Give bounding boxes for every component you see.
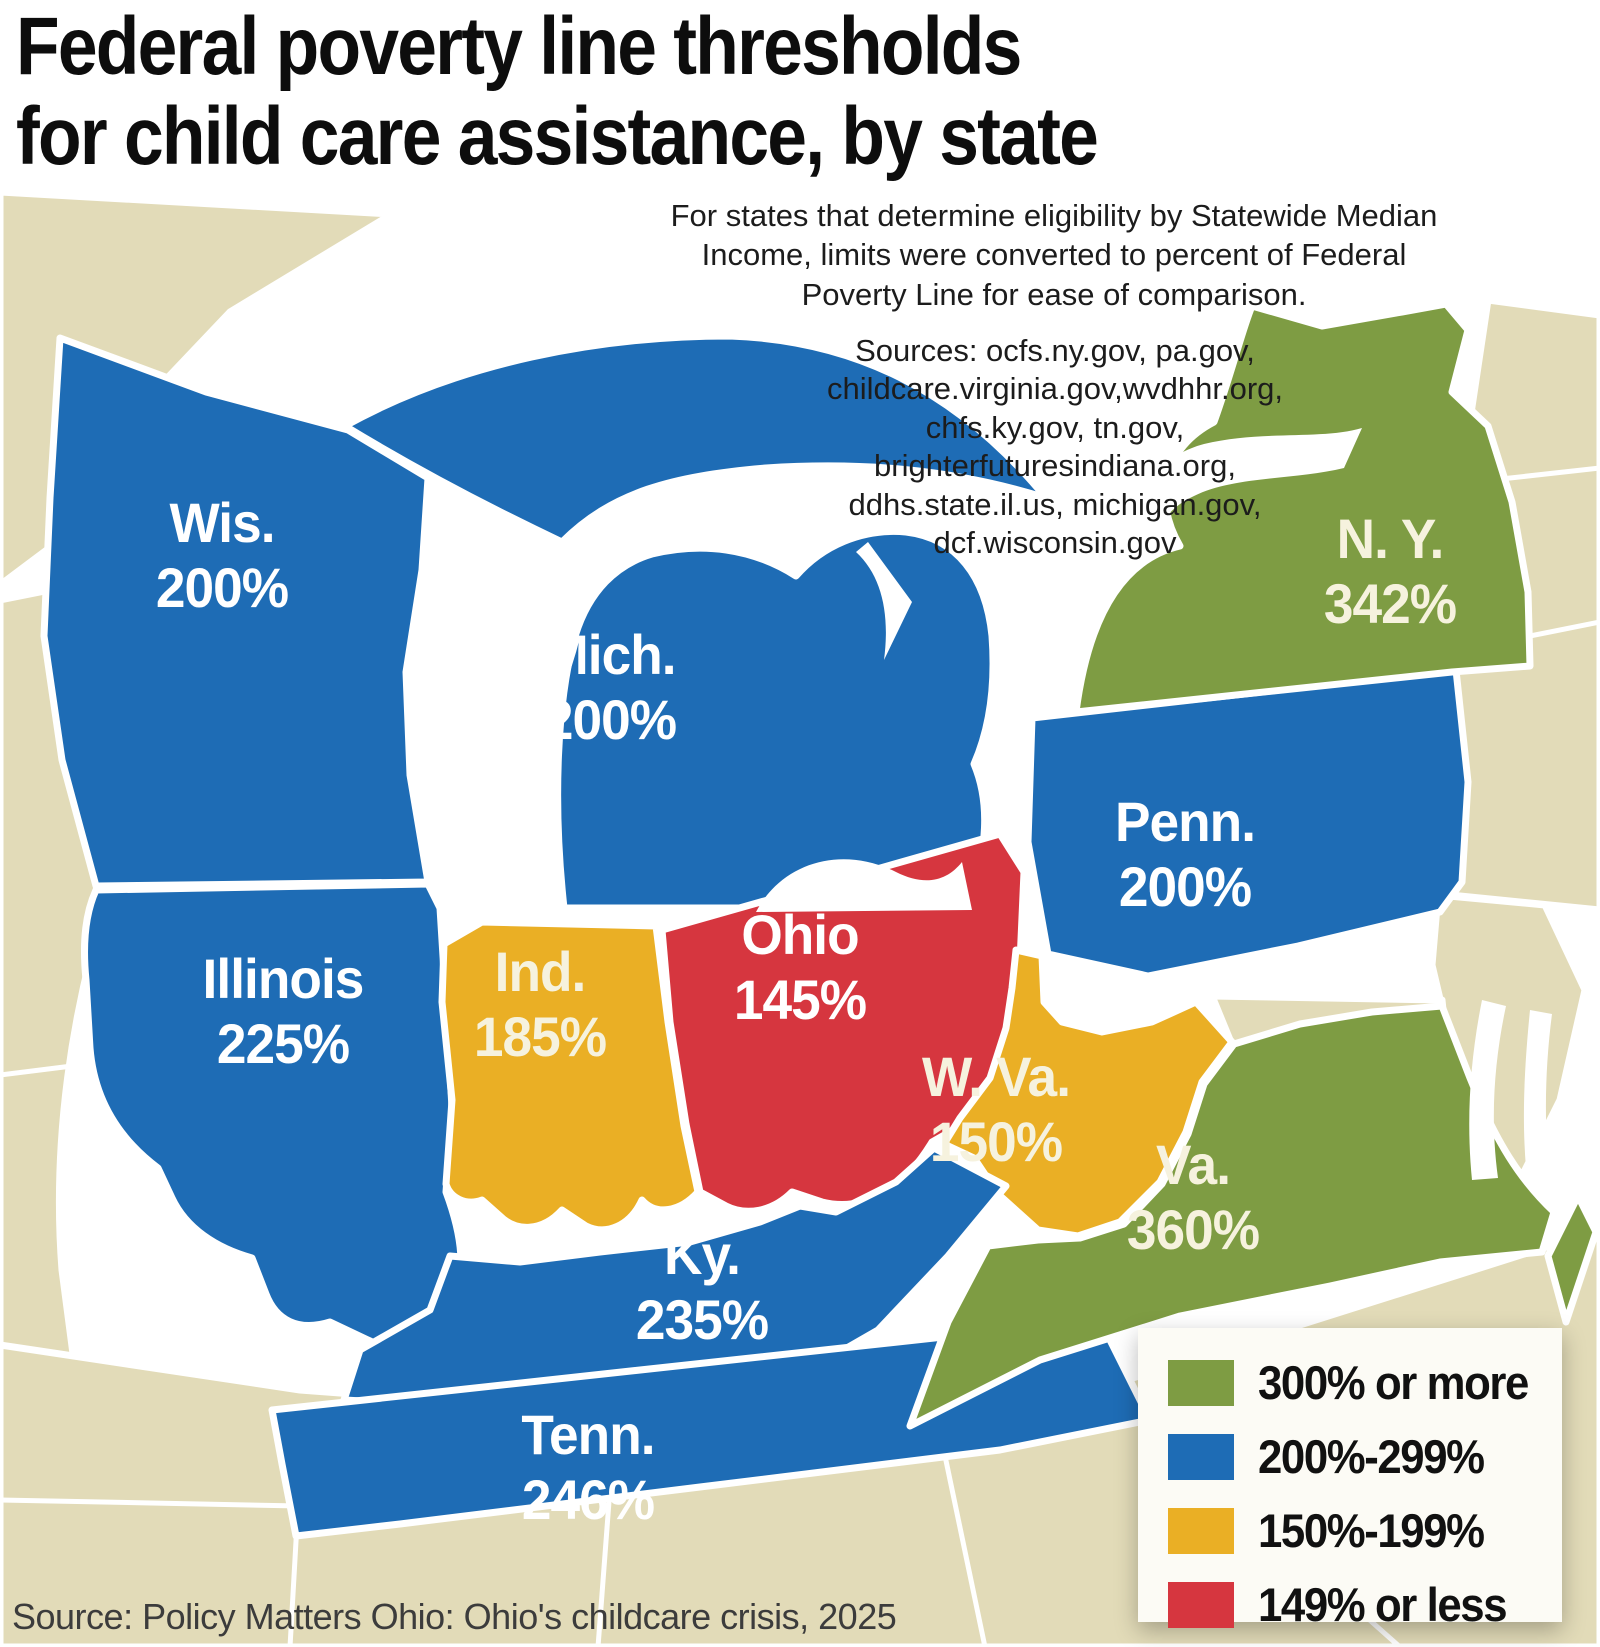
state-label-wisconsin: Wis. 200% [155,491,289,621]
legend-row: 149% or less [1168,1577,1562,1632]
state-label-virginia: Va. 360% [1126,1133,1260,1263]
sources-note-line: childcare.virginia.gov,wvdhhr.org, [826,371,1284,407]
state-value: 150% [929,1110,1063,1173]
state-value: 360% [1126,1198,1260,1261]
state-name: Mich. [544,623,676,687]
state-value: 185% [473,1005,607,1068]
state-new-york [1072,300,1534,716]
state-name: Ky. [663,1223,741,1287]
state-value: 225% [216,1012,350,1075]
state-value: 246% [521,1468,655,1531]
state-name: Penn. [1114,790,1256,854]
state-label-new-york: N. Y. 342% [1323,507,1457,637]
state-label-tennessee: Tenn. 246% [521,1403,655,1533]
legend-row: 200%-299% [1168,1429,1562,1484]
state-name: Ind. [494,940,587,1004]
state-label-west-virginia: W. Va. 150% [921,1045,1071,1175]
state-label-illinois: Illinois 225% [202,947,365,1077]
state-michigan-upper-peninsula [341,332,1050,546]
state-name: N. Y. [1336,507,1445,571]
state-michigan-mitten [554,527,997,912]
lake-ontario-notch [1144,428,1362,546]
state-west-virginia [940,946,1236,1240]
sources-note-line: dcf.wisconsin.gov [933,525,1177,561]
state-virginia-eastern-shore [1544,1192,1600,1326]
state-value: 200% [155,556,289,619]
methodology-note-line: Income, limits were converted to percent… [701,237,1407,273]
legend-row: 300% or more [1168,1355,1562,1410]
legend-label: 200%-299% [1258,1430,1485,1483]
saginaw-bay-notch [856,542,912,660]
legend-label: 150%-199% [1258,1504,1485,1557]
page-title-line1: Federal poverty line thresholds [16,1,1022,92]
state-label-ohio: Ohio 145% [733,903,867,1033]
delaware-bay-inlet [1523,1010,1552,1168]
legend-swatch-blue [1168,1433,1234,1480]
page-title-line2: for child care assistance, by state [16,91,1099,183]
legend: 300% or more 200%-299% 150%-199% 149% or… [1138,1328,1562,1631]
state-value: 235% [635,1288,769,1351]
state-value: 145% [733,968,867,1031]
legend-swatch-yellow [1168,1507,1234,1554]
state-label-indiana: Ind. 185% [473,940,607,1070]
legend-swatch-red [1168,1581,1234,1628]
methodology-note-line: For states that determine eligibility by… [670,198,1438,233]
legend-row: 150%-199% [1168,1503,1562,1558]
lake-erie-notch [756,859,972,912]
state-value: 200% [543,688,677,751]
state-label-pennsylvania: Penn. 200% [1114,790,1256,920]
state-pennsylvania [1024,666,1472,980]
sources-note-line: Sources: ocfs.ny.gov, pa.gov, [855,333,1255,368]
attribution-line: Source: Policy Matters Ohio: Ohio's chil… [12,1596,897,1637]
state-name: Va. [1155,1133,1231,1197]
state-label-kentucky: Ky. 235% [635,1223,769,1353]
state-value: 342% [1323,572,1457,635]
sources-note: Sources: ocfs.ny.gov, pa.gov, childcare.… [640,332,1470,563]
legend-label: 149% or less [1258,1578,1508,1631]
page-title: Federal poverty line thresholds for chil… [16,1,1099,183]
sources-note-line: ddhs.state.il.us, michigan.gov, [848,486,1262,522]
sources-note-line: brighterfuturesindiana.org, [874,448,1236,484]
state-name: W. Va. [921,1045,1071,1109]
state-name: Illinois [202,947,365,1011]
state-name: Ohio [741,903,859,967]
state-name: Wis. [169,491,275,555]
state-value: 200% [1118,855,1252,918]
sources-note-line: chfs.ky.gov, tn.gov, [925,409,1185,445]
chesapeake-bay-inlet [1469,1000,1506,1180]
state-label-michigan: Mich. 200% [543,623,677,753]
methodology-note: For states that determine eligibility by… [587,196,1521,314]
legend-label: 300% or more [1258,1356,1529,1409]
state-indiana [438,918,702,1234]
legend-swatch-green [1168,1359,1234,1406]
methodology-note-line: Poverty Line for ease of comparison. [801,276,1307,312]
state-name: Tenn. [521,1403,655,1467]
